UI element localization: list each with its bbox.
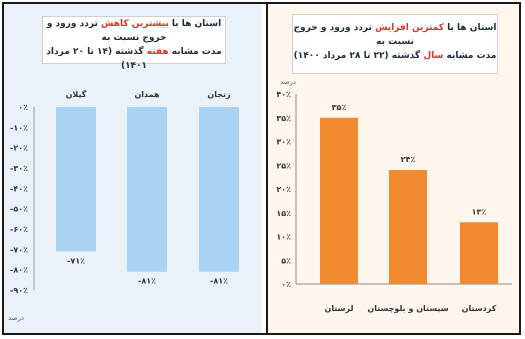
category-label: گیلان xyxy=(66,89,87,99)
y-tick-label: ۱۵٪ xyxy=(276,209,291,218)
left-chart-panel: ۰٪ -۱۰٪ -۲۰٪ -۳۰٪ -۴۰٪ -۵۰٪ -۶۰٪ -۷۰٪ -۸۰٪ -۹۰٪ گی… xyxy=(4,4,262,333)
y-tick-label: -۵۰٪ xyxy=(10,205,28,214)
category-label: همدان xyxy=(134,90,160,99)
left-caption-text-b: تردد ورود و خروج نسبت به xyxy=(46,19,167,43)
right-chart-panel: ۰٪ ۵٪ ۱۰٪ ۱۵٪ ۲۰٪ ۲۵٪ ۳۰٪ ۳۵٪ ۴۰٪ ۳۵٪ لرستان ۲۴٪ سیس… xyxy=(266,4,519,333)
bar xyxy=(320,117,358,284)
bar xyxy=(389,170,427,284)
left-caption-text-d: گذشته (۱۴ تا ۲۰ مرداد ۱۴۰۱) xyxy=(46,47,148,71)
right-caption-line-1: استان ها با کمترین افزایش تردد ورود و خر… xyxy=(293,21,497,49)
y-tick-label: ۲۵٪ xyxy=(276,161,291,170)
bar xyxy=(127,107,167,272)
left-caption-text-c: مدت مشابه xyxy=(171,47,222,57)
data-label: -۸۱٪ xyxy=(138,277,156,286)
y-tick-label: -۶۰٪ xyxy=(10,225,28,234)
right-chart-caption: استان ها با کمترین افزایش تردد ورود و خر… xyxy=(292,14,498,74)
left-chart-caption: استان ها با بیشترین کاهش تردد ورود و خرو… xyxy=(42,16,226,71)
right-bar-chart: ۰٪ ۵٪ ۱۰٪ ۱۵٪ ۲۰٪ ۲۵٪ ۳۰٪ ۳۵٪ ۴۰٪ ۳۵٪ لرستان ۲۴٪ سیس… xyxy=(276,78,512,313)
y-tick-label: -۷۰٪ xyxy=(10,245,28,254)
category-label: کردستان xyxy=(462,304,497,313)
y-tick-label: ۲۰٪ xyxy=(276,185,291,194)
infographic-frame: ۰٪ -۱۰٪ -۲۰٪ -۳۰٪ -۴۰٪ -۵۰٪ -۶۰٪ -۷۰٪ -۸۰٪ -۹۰٪ گی… xyxy=(2,2,521,335)
right-caption-highlight-1: کمترین افزایش xyxy=(375,23,444,33)
y-tick-label: -۱۰٪ xyxy=(10,123,28,132)
data-label: -۸۱٪ xyxy=(210,277,228,286)
y-tick-label: -۸۰٪ xyxy=(10,266,28,275)
left-caption-highlight-1: بیشترین کاهش xyxy=(101,19,169,29)
y-tick-label: -۴۰٪ xyxy=(10,184,28,193)
right-caption-line-2: مدت مشابه سال گذشته (۲۲ تا ۲۸ مرداد ۱۴۰۰… xyxy=(293,49,497,63)
data-label: -۷۱٪ xyxy=(67,256,85,265)
unit-label: درصد xyxy=(8,314,24,322)
bar xyxy=(460,222,498,284)
bar xyxy=(56,107,96,252)
data-label: ۲۴٪ xyxy=(401,155,416,164)
category-label: سیستان و بلوچستان xyxy=(367,304,448,313)
y-tick-label: ۰٪ xyxy=(281,280,291,289)
y-tick-label: -۳۰٪ xyxy=(10,164,28,173)
y-tick-label: ۳۰٪ xyxy=(276,138,291,147)
left-caption-line-2: مدت مشابه هفته گذشته (۱۴ تا ۲۰ مرداد ۱۴۰… xyxy=(43,45,225,73)
y-tick-label: ۰٪ xyxy=(18,103,28,112)
right-caption-text-a: استان ها با xyxy=(447,23,497,33)
y-tick-label: ۴۰٪ xyxy=(276,90,291,99)
right-caption-text-d: گذشته (۲۲ تا ۲۸ مرداد ۱۴۰۰) xyxy=(293,51,421,61)
y-tick-label: ۱۰٪ xyxy=(276,233,291,242)
right-caption-highlight-2: سال xyxy=(423,51,444,61)
right-caption-text-c: مدت مشابه xyxy=(446,51,497,61)
category-label: زنجان xyxy=(207,90,231,99)
y-tick-label: -۲۰٪ xyxy=(10,144,28,153)
data-label: ۳۵٪ xyxy=(332,103,347,112)
category-label: لرستان xyxy=(325,304,354,313)
unit-label: درصد xyxy=(280,78,296,86)
y-tick-label: ۵٪ xyxy=(281,256,291,265)
left-caption-text-a: استان ها با xyxy=(171,19,222,29)
data-label: ۱۳٪ xyxy=(472,207,487,216)
right-caption-text-b: تردد ورود و خروج نسبت به xyxy=(293,23,414,47)
left-bar-chart: ۰٪ -۱۰٪ -۲۰٪ -۳۰٪ -۴۰٪ -۵۰٪ -۶۰٪ -۷۰٪ -۸۰٪ -۹۰٪ گی… xyxy=(8,89,239,322)
left-caption-highlight-2: هفته xyxy=(146,47,169,57)
y-tick-label: ۳۵٪ xyxy=(276,114,291,123)
y-tick-label: -۹۰٪ xyxy=(10,286,28,295)
left-caption-line-1: استان ها با بیشترین کاهش تردد ورود و خرو… xyxy=(43,17,225,45)
bar xyxy=(199,107,239,272)
